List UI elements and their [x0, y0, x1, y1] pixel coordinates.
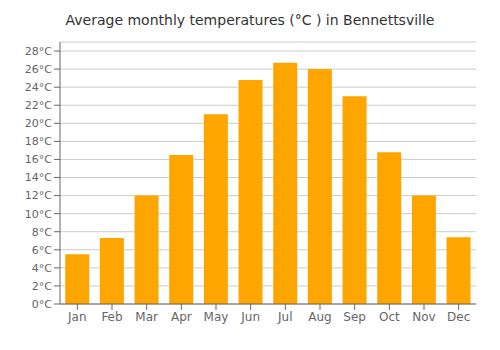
svg-text:Apr: Apr — [171, 310, 192, 324]
svg-text:16°C: 16°C — [25, 153, 52, 166]
svg-text:Jun: Jun — [240, 310, 260, 324]
svg-text:6°C: 6°C — [32, 244, 52, 257]
svg-text:26°C: 26°C — [25, 63, 52, 76]
svg-text:20°C: 20°C — [25, 117, 52, 130]
svg-text:Nov: Nov — [412, 310, 435, 324]
svg-text:18°C: 18°C — [25, 135, 52, 148]
svg-text:Sep: Sep — [343, 310, 366, 324]
svg-text:Feb: Feb — [101, 310, 122, 324]
svg-text:Aug: Aug — [308, 310, 331, 324]
svg-text:28°C: 28°C — [25, 45, 52, 58]
svg-text:Mar: Mar — [135, 310, 158, 324]
svg-text:24°C: 24°C — [25, 81, 52, 94]
svg-text:Dec: Dec — [447, 310, 470, 324]
svg-text:14°C: 14°C — [25, 171, 52, 184]
svg-text:Jan: Jan — [67, 310, 87, 324]
svg-text:8°C: 8°C — [32, 226, 52, 239]
svg-text:2°C: 2°C — [32, 280, 52, 293]
svg-text:10°C: 10°C — [25, 208, 52, 221]
svg-text:Jul: Jul — [277, 310, 292, 324]
svg-text:12°C: 12°C — [25, 189, 52, 202]
svg-text:0°C: 0°C — [32, 298, 52, 311]
svg-text:May: May — [204, 310, 229, 324]
svg-text:22°C: 22°C — [25, 99, 52, 112]
svg-text:Oct: Oct — [379, 310, 400, 324]
svg-text:4°C: 4°C — [32, 262, 52, 275]
html-text:Average monthly temperatures (: Average monthly temperatures (°C ) in Be… — [65, 12, 435, 28]
